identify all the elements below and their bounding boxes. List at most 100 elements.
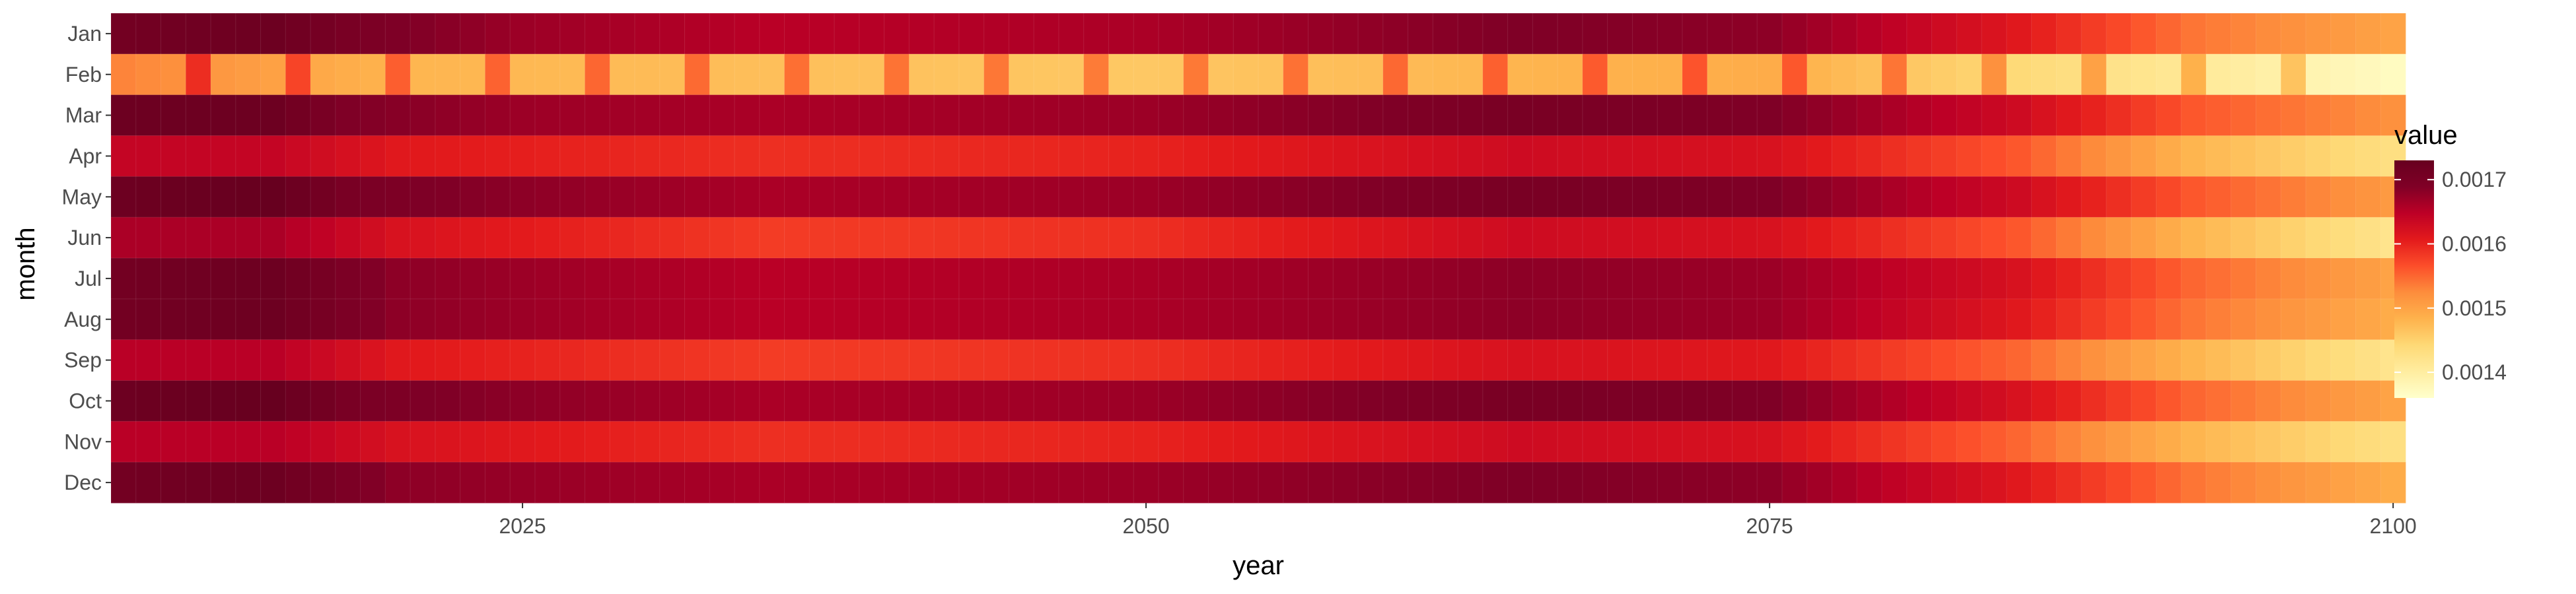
heatmap-cell-feb-2031 — [659, 53, 685, 96]
heatmap-cell-jun-2090 — [2131, 217, 2157, 259]
heatmap-cell-nov-2069 — [1607, 421, 1633, 463]
heatmap-cell-apr-2081 — [1906, 135, 1932, 177]
heatmap-cell-nov-2064 — [1482, 421, 1509, 463]
heatmap-cell-sep-2080 — [1882, 339, 1908, 381]
heatmap-cell-nov-2061 — [1408, 421, 1433, 463]
heatmap-cell-jan-2056 — [1283, 13, 1308, 55]
heatmap-cell-mar-2061 — [1408, 94, 1433, 136]
heatmap-cell-jul-2014 — [235, 258, 261, 300]
heatmap-cell-jan-2026 — [534, 13, 561, 55]
heatmap-cell-feb-2060 — [1382, 53, 1408, 96]
heatmap-cell-apr-2076 — [1781, 135, 1808, 177]
heatmap-cell-aug-2021 — [410, 298, 436, 341]
heatmap-cell-jan-2082 — [1931, 13, 1957, 55]
heatmap-cell-dec-2018 — [335, 462, 361, 504]
heatmap-cell-apr-2021 — [410, 135, 436, 177]
heatmap-cell-jan-2087 — [2056, 13, 2082, 55]
heatmap-cell-jul-2013 — [211, 258, 236, 300]
heatmap-cell-aug-2072 — [1682, 298, 1708, 341]
heatmap-cell-aug-2089 — [2106, 298, 2132, 341]
heatmap-cell-may-2053 — [1208, 176, 1234, 218]
heatmap-cell-may-2015 — [260, 176, 286, 218]
heatmap-cell-feb-2052 — [1183, 53, 1209, 96]
y-tick-label-aug: Aug — [64, 308, 102, 331]
heatmap-cell-sep-2099 — [2355, 339, 2381, 381]
heatmap-cell-jun-2041 — [909, 217, 935, 259]
heatmap-cell-jan-2076 — [1781, 13, 1808, 55]
heatmap-cell-jun-2020 — [385, 217, 411, 259]
y-tick-label-may: May — [62, 185, 102, 209]
heatmap-cell-sep-2024 — [485, 339, 511, 381]
heatmap-cell-dec-2071 — [1657, 462, 1683, 504]
heatmap-cell-sep-2078 — [1832, 339, 1857, 381]
heatmap-cell-aug-2043 — [958, 298, 985, 341]
heatmap-cell-nov-2088 — [2081, 421, 2107, 463]
heatmap-cell-jun-2061 — [1408, 217, 1433, 259]
heatmap-cell-jun-2053 — [1208, 217, 1234, 259]
heatmap-cell-sep-2013 — [211, 339, 236, 381]
heatmap-cell-sep-2084 — [1982, 339, 2007, 381]
heatmap-cell-apr-2013 — [211, 135, 236, 177]
heatmap-cell-mar-2065 — [1507, 94, 1533, 136]
heatmap-cell-oct-2025 — [510, 380, 536, 422]
heatmap-cell-nov-2034 — [734, 421, 760, 463]
heatmap-cell-mar-2023 — [460, 94, 485, 136]
heatmap-cell-feb-2068 — [1582, 53, 1608, 96]
heatmap-cell-oct-2060 — [1382, 380, 1408, 422]
heatmap-cell-sep-2041 — [909, 339, 935, 381]
heatmap-cell-nov-2065 — [1507, 421, 1533, 463]
heatmap-cell-apr-2028 — [585, 135, 610, 177]
y-tick-label-nov: Nov — [64, 430, 102, 453]
heatmap-cell-oct-2012 — [186, 380, 211, 422]
heatmap-cell-dec-2097 — [2305, 462, 2332, 504]
heatmap-cell-feb-2049 — [1108, 53, 1134, 96]
heatmap-cell-sep-2011 — [161, 339, 186, 381]
heatmap-cell-jan-2080 — [1882, 13, 1908, 55]
heatmap-cell-aug-2013 — [211, 298, 236, 341]
heatmap-cell-jul-2063 — [1458, 258, 1484, 300]
heatmap-cell-nov-2052 — [1183, 421, 1209, 463]
heatmap-cell-jun-2054 — [1233, 217, 1259, 259]
heatmap-cell-jun-2082 — [1931, 217, 1957, 259]
heatmap-cell-jan-2072 — [1682, 13, 1708, 55]
heatmap-cell-jun-2074 — [1732, 217, 1758, 259]
heatmap-cell-may-2080 — [1882, 176, 1908, 218]
heatmap-cell-jul-2020 — [385, 258, 411, 300]
heatmap-cell-jan-2043 — [958, 13, 985, 55]
heatmap-cell-may-2030 — [634, 176, 661, 218]
heatmap-cell-jan-2059 — [1358, 13, 1384, 55]
heatmap-cell-dec-2057 — [1308, 462, 1334, 504]
heatmap-cell-dec-2066 — [1532, 462, 1558, 504]
heatmap-cell-jun-2046 — [1034, 217, 1059, 259]
heatmap-cell-nov-2079 — [1857, 421, 1882, 463]
heatmap-cell-dec-2072 — [1682, 462, 1708, 504]
heatmap-cell-dec-2050 — [1133, 462, 1159, 504]
heatmap-cell-oct-2078 — [1832, 380, 1857, 422]
heatmap-cell-jul-2099 — [2355, 258, 2381, 300]
legend-colorbar — [2394, 160, 2434, 398]
heatmap-cell-sep-2094 — [2231, 339, 2256, 381]
heatmap-cell-jul-2088 — [2081, 258, 2107, 300]
heatmap-cell-dec-2019 — [360, 462, 386, 504]
legend-label-0.0015: 0.0015 — [2442, 296, 2507, 320]
heatmap-cell-nov-2024 — [485, 421, 511, 463]
heatmap-cell-dec-2022 — [435, 462, 461, 504]
heatmap-cell-jul-2026 — [534, 258, 561, 300]
heatmap-cell-jan-2012 — [186, 13, 211, 55]
heatmap-cell-aug-2074 — [1732, 298, 1758, 341]
heatmap-cell-dec-2073 — [1707, 462, 1733, 504]
heatmap-cell-jul-2053 — [1208, 258, 1234, 300]
heatmap-cell-feb-2067 — [1557, 53, 1583, 96]
heatmap-cell-feb-2099 — [2355, 53, 2381, 96]
heatmap-cell-jul-2019 — [360, 258, 386, 300]
heatmap-cell-sep-2061 — [1408, 339, 1433, 381]
heatmap-cell-jul-2025 — [510, 258, 536, 300]
heatmap-cell-dec-2094 — [2231, 462, 2256, 504]
heatmap-cell-may-2081 — [1906, 176, 1932, 218]
heatmap-cell-jun-2049 — [1108, 217, 1134, 259]
heatmap-cell-nov-2093 — [2205, 421, 2232, 463]
heatmap-cell-nov-2011 — [161, 421, 186, 463]
heatmap-cell-dec-2034 — [734, 462, 760, 504]
heatmap-cell-aug-2071 — [1657, 298, 1683, 341]
heatmap-cell-apr-2063 — [1458, 135, 1484, 177]
